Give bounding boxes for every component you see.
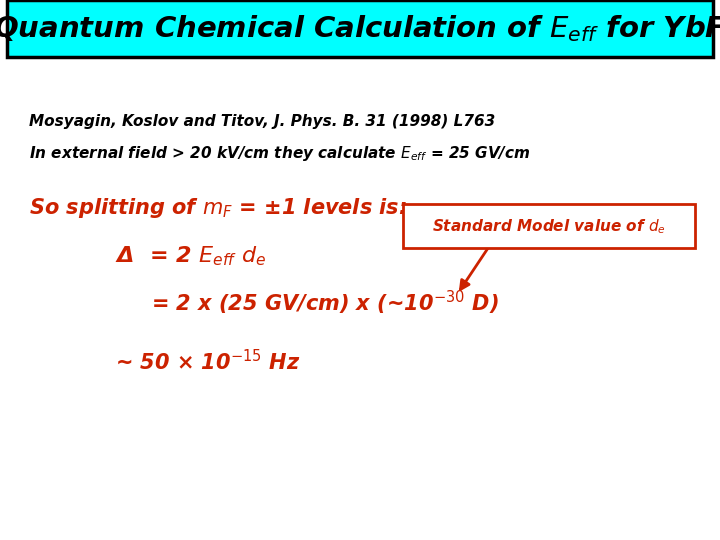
Text: ~ 50 × 10$^{-15}$ Hz: ~ 50 × 10$^{-15}$ Hz bbox=[115, 349, 301, 374]
Text: In external field > 20 kV/cm they calculate $E_{eff}$ = 25 GV/cm: In external field > 20 kV/cm they calcul… bbox=[29, 144, 531, 164]
Text: Mosyagin, Koslov and Titov, J. Phys. B. 31 (1998) L763: Mosyagin, Koslov and Titov, J. Phys. B. … bbox=[29, 114, 495, 129]
Text: Quantum Chemical Calculation of $E_{eff}$ for YbF: Quantum Chemical Calculation of $E_{eff}… bbox=[0, 13, 720, 44]
FancyBboxPatch shape bbox=[7, 0, 713, 57]
Text: So splitting of $m_F$ = ±1 levels is:: So splitting of $m_F$ = ±1 levels is: bbox=[29, 196, 407, 220]
Text: Standard Model value of $d_e$: Standard Model value of $d_e$ bbox=[432, 217, 666, 235]
Text: Δ  = 2 $E_{eff}$ $d_e$: Δ = 2 $E_{eff}$ $d_e$ bbox=[115, 245, 267, 268]
FancyBboxPatch shape bbox=[403, 204, 695, 248]
Text: = 2 x (25 GV/cm) x (~10$^{-30}$ D): = 2 x (25 GV/cm) x (~10$^{-30}$ D) bbox=[151, 288, 499, 316]
